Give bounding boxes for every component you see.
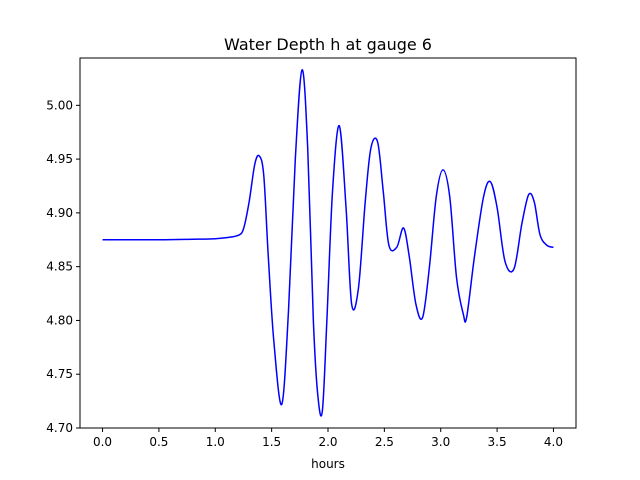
- y-tick-label: 5.00: [46, 98, 73, 112]
- x-tick-label: 0.5: [149, 435, 168, 449]
- plot-frame: [79, 57, 577, 429]
- y-axis: 4.70 4.75 4.80 4.85 4.90 4.95 5.00: [46, 98, 80, 435]
- y-tick-label: 4.70: [46, 421, 73, 435]
- y-tick-label: 4.85: [46, 260, 73, 274]
- y-tick-label: 4.95: [46, 152, 73, 166]
- x-tick-label: 3.0: [431, 435, 450, 449]
- chart-title: Water Depth h at gauge 6: [224, 35, 432, 54]
- x-tick-label: 1.0: [206, 435, 225, 449]
- y-tick-label: 4.90: [46, 206, 73, 220]
- x-tick-label: 4.0: [544, 435, 563, 449]
- series-line-0: [102, 69, 554, 417]
- x-axis: 0.0 0.5 1.0 1.5 2.0 2.5 3.0 3.5 4.0: [93, 428, 563, 449]
- series-group: [102, 69, 554, 417]
- x-tick-label: 2.5: [375, 435, 394, 449]
- x-tick-label: 1.5: [262, 435, 281, 449]
- x-tick-label: 2.0: [318, 435, 337, 449]
- x-tick-label: 0.0: [93, 435, 112, 449]
- x-axis-label: hours: [311, 457, 345, 471]
- x-tick-label: 3.5: [488, 435, 507, 449]
- y-tick-label: 4.75: [46, 367, 73, 381]
- y-tick-label: 4.80: [46, 313, 73, 327]
